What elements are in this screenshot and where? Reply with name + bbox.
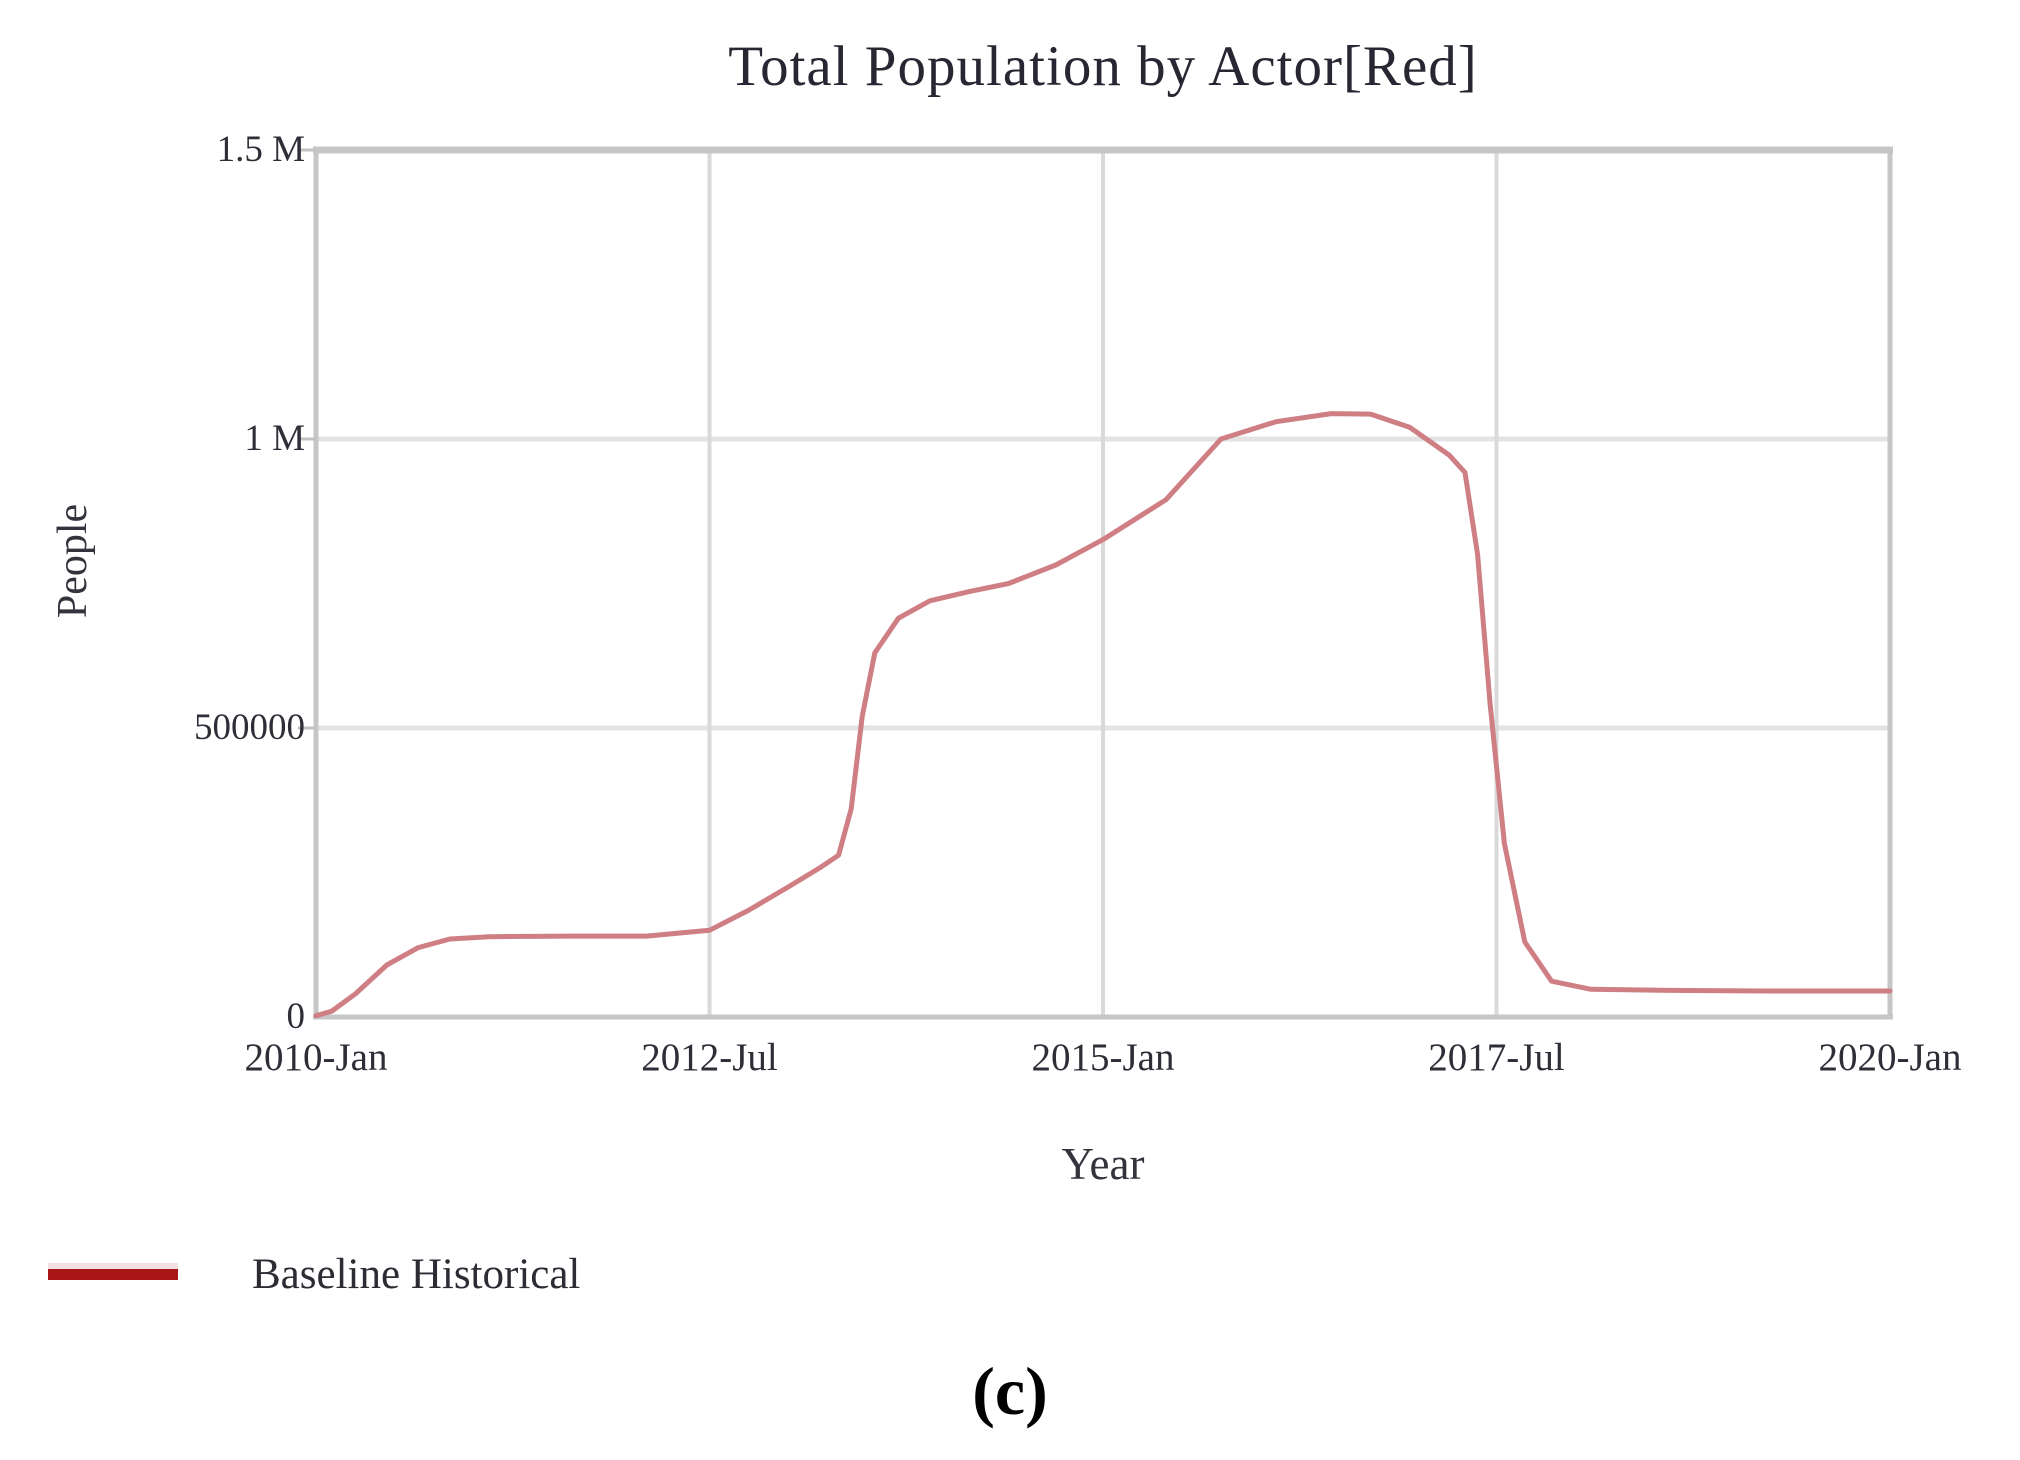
- x-axis-title: Year: [1061, 1139, 1145, 1189]
- x-tick-label: 2010-Jan: [244, 1036, 388, 1079]
- y-tick-label: 0: [286, 996, 306, 1037]
- y-tick-label: 1.5 M: [216, 129, 305, 170]
- chart-title: Total Population by Actor[Red]: [728, 35, 1478, 98]
- x-tick-label: 2020-Jan: [1818, 1036, 1962, 1079]
- y-tick-label: 1 M: [244, 418, 305, 459]
- x-tick-label: 2012-Jul: [641, 1036, 778, 1079]
- legend-label: Baseline Historical: [252, 1250, 581, 1298]
- y-axis-title: People: [50, 503, 96, 619]
- subfigure-caption: (c): [972, 1353, 1048, 1429]
- x-tick-label: 2015-Jan: [1031, 1036, 1175, 1079]
- series-line-baseline-historical: [313, 411, 1893, 1019]
- x-tick-label: 2017-Jul: [1428, 1036, 1565, 1079]
- legend: Baseline Historical: [48, 1246, 580, 1302]
- y-tick-label: 500000: [194, 707, 305, 748]
- legend-line-swatch: [48, 1268, 178, 1280]
